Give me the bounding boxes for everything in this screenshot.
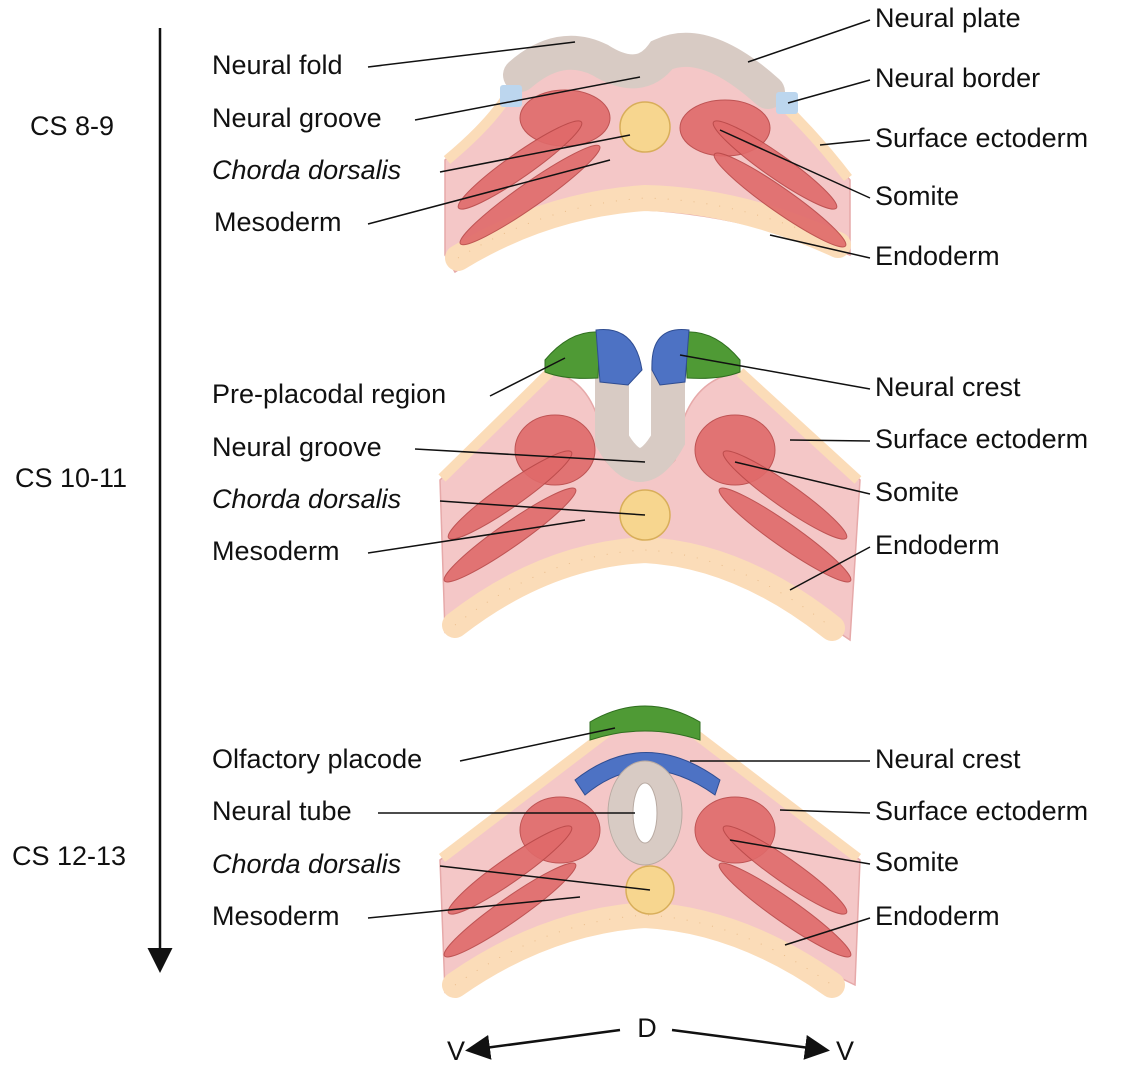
orientation-arrow	[672, 1030, 825, 1050]
right-label: Somite	[875, 847, 959, 877]
orientation-label: V	[447, 1036, 465, 1066]
left-label: Neural tube	[212, 796, 352, 826]
right-label: Neural crest	[875, 372, 1021, 402]
stage-label: CS 10-11	[15, 463, 127, 493]
diagram: CS 8-9 Neural fold Neural groove Chorda …	[0, 0, 1133, 1066]
left-label: Mesoderm	[214, 207, 342, 237]
right-label: Neural plate	[875, 3, 1021, 33]
right-label: Neural border	[875, 63, 1040, 93]
left-label: Olfactory placode	[212, 744, 422, 774]
left-label: Chorda dorsalis	[212, 155, 401, 185]
right-label: Surface ectoderm	[875, 796, 1088, 826]
left-label: Mesoderm	[212, 901, 340, 931]
left-label: Mesoderm	[212, 536, 340, 566]
left-label: Neural groove	[212, 103, 382, 133]
right-label: Neural crest	[875, 744, 1021, 774]
orientation-label: V	[836, 1036, 854, 1066]
left-label: Neural groove	[212, 432, 382, 462]
stage-label: CS 8-9	[30, 111, 114, 141]
stage-label: CS 12-13	[12, 841, 126, 871]
right-label: Somite	[875, 477, 959, 507]
orientation-arrow	[470, 1030, 620, 1050]
left-label: Chorda dorsalis	[212, 849, 401, 879]
right-label: Endoderm	[875, 530, 1000, 560]
right-label: Endoderm	[875, 901, 1000, 931]
right-label: Surface ectoderm	[875, 424, 1088, 454]
right-label: Surface ectoderm	[875, 123, 1088, 153]
left-label: Pre-placodal region	[212, 379, 446, 409]
left-label: Chorda dorsalis	[212, 484, 401, 514]
right-label: Endoderm	[875, 241, 1000, 271]
orientation-label: D	[637, 1013, 657, 1043]
left-label: Neural fold	[212, 50, 343, 80]
embryo-cs12-13	[438, 706, 860, 992]
right-label: Somite	[875, 181, 959, 211]
